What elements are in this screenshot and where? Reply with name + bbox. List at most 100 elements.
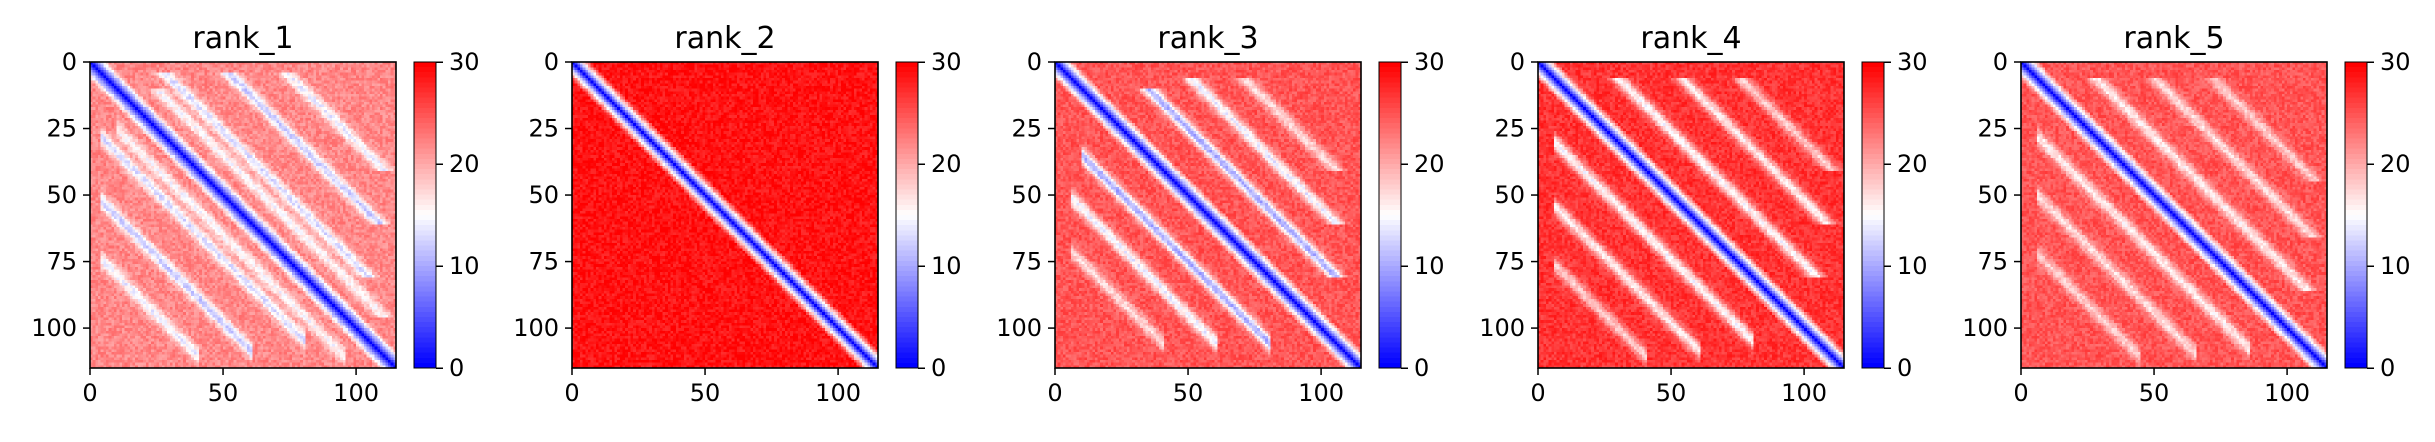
heatmap-cell xyxy=(361,89,364,92)
heatmap-cell xyxy=(348,94,351,97)
heatmap-cell xyxy=(284,73,287,76)
heatmap-cell xyxy=(260,99,263,102)
heatmap-cell xyxy=(157,86,160,89)
heatmap-cell xyxy=(154,97,157,100)
heatmap-cell xyxy=(141,78,144,81)
heatmap-cell xyxy=(322,65,325,68)
heatmap-cell xyxy=(314,73,317,76)
heatmap-cell xyxy=(204,78,207,81)
heatmap-cell xyxy=(351,83,354,86)
heatmap-cell xyxy=(364,65,367,68)
heatmap-cell xyxy=(279,102,282,105)
heatmap-cell xyxy=(103,83,106,86)
heatmap-cell xyxy=(207,83,210,86)
heatmap-cell xyxy=(218,89,221,92)
heatmap-cell xyxy=(204,65,207,68)
heatmap-cell xyxy=(183,105,186,108)
heatmap-cell xyxy=(327,99,330,102)
heatmap-cell xyxy=(149,75,152,78)
heatmap-cell xyxy=(308,73,311,76)
heatmap-cell xyxy=(276,89,279,92)
heatmap-cell xyxy=(151,81,154,84)
heatmap-cell xyxy=(284,86,287,89)
heatmap-cell xyxy=(186,89,189,92)
heatmap-cell xyxy=(101,89,104,92)
heatmap-cell xyxy=(101,73,104,76)
heatmap-cell xyxy=(146,81,149,84)
heatmap-cell xyxy=(231,67,234,70)
heatmap-cell xyxy=(343,75,346,78)
heatmap-cell xyxy=(369,99,372,102)
heatmap-cell xyxy=(183,99,186,102)
heatmap-cell xyxy=(252,67,255,70)
heatmap-cell xyxy=(103,73,106,76)
heatmap-cell xyxy=(178,70,181,73)
heatmap-cell xyxy=(367,89,370,92)
heatmap-cell xyxy=(271,105,274,108)
heatmap-cell xyxy=(335,70,338,73)
heatmap-cell xyxy=(369,75,372,78)
heatmap-cell xyxy=(125,75,128,78)
heatmap-cell xyxy=(146,97,149,100)
heatmap-cell xyxy=(167,65,170,68)
heatmap-cell xyxy=(146,105,149,108)
heatmap-cell xyxy=(279,99,282,102)
heatmap-cell xyxy=(266,94,269,97)
heatmap-cell xyxy=(295,73,298,76)
heatmap-cell xyxy=(170,83,173,86)
heatmap-cell xyxy=(340,89,343,92)
heatmap-cell xyxy=(130,105,133,108)
heatmap-cell xyxy=(322,75,325,78)
heatmap-cell xyxy=(316,102,319,105)
heatmap-cell xyxy=(196,105,199,108)
heatmap-cell xyxy=(194,81,197,84)
heatmap-cell xyxy=(268,81,271,84)
heatmap-cell xyxy=(127,99,130,102)
heatmap-cell xyxy=(303,65,306,68)
heatmap-cell xyxy=(111,99,114,102)
heatmap-cell xyxy=(109,102,112,105)
heatmap-cell xyxy=(247,89,250,92)
heatmap-cell xyxy=(199,86,202,89)
heatmap-cell xyxy=(234,102,237,105)
heatmap-cell xyxy=(218,97,221,100)
heatmap-cell xyxy=(391,81,394,84)
heatmap-cell xyxy=(109,83,112,86)
heatmap-cell xyxy=(162,86,165,89)
heatmap-cell xyxy=(322,83,325,86)
heatmap-cell xyxy=(218,81,221,84)
heatmap-cell xyxy=(380,99,383,102)
heatmap-cell xyxy=(226,102,229,105)
heatmap-cell xyxy=(223,86,226,89)
heatmap-cell xyxy=(319,73,322,76)
heatmap-cell xyxy=(172,81,175,84)
heatmap-cell xyxy=(274,67,277,70)
heatmap-cell xyxy=(383,91,386,94)
heatmap-cell xyxy=(359,83,362,86)
heatmap-cell xyxy=(337,86,340,89)
heatmap-cell xyxy=(109,94,112,97)
heatmap-cell xyxy=(391,67,394,70)
heatmap-cell xyxy=(266,105,269,108)
heatmap-cell xyxy=(95,89,98,92)
heatmap-cell xyxy=(284,67,287,70)
heatmap-cell xyxy=(335,89,338,92)
heatmap-cell xyxy=(314,78,317,81)
heatmap-cell xyxy=(274,83,277,86)
heatmap-cell xyxy=(117,94,120,97)
heatmap-cell xyxy=(271,99,274,102)
heatmap-cell xyxy=(154,86,157,89)
heatmap-cell xyxy=(236,99,239,102)
heatmap-cell xyxy=(236,97,239,100)
heatmap-cell xyxy=(322,67,325,70)
heatmap-cell xyxy=(130,65,133,68)
heatmap-cell xyxy=(295,67,298,70)
heatmap-cell xyxy=(361,94,364,97)
heatmap-cell xyxy=(172,89,175,92)
heatmap-cell xyxy=(287,86,290,89)
heatmap-cell xyxy=(172,75,175,78)
heatmap-cell xyxy=(204,81,207,84)
heatmap-cell xyxy=(165,65,168,68)
heatmap-cell xyxy=(252,75,255,78)
heatmap-cell xyxy=(175,97,178,100)
